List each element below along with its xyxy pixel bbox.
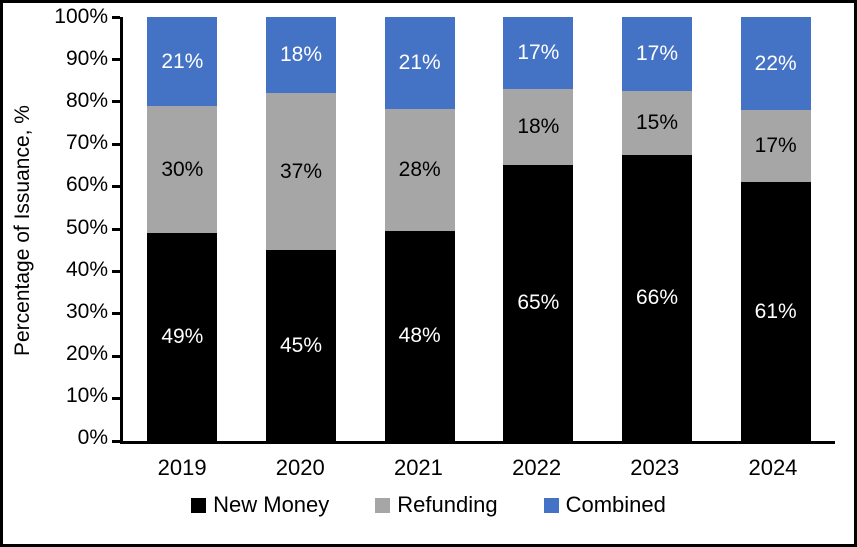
y-axis-tick [112,439,120,443]
data-label: 45% [279,333,322,357]
y-axis-tick-label: 50% [65,215,108,239]
legend-label: Refunding [397,492,498,517]
x-axis-label-2023: 2023 [630,455,680,480]
bar-slot-2024: 61% 17% 22% [716,17,835,441]
data-label: 37% [279,159,322,183]
stacked-bar-2019: 49% 30% 21% [147,17,218,441]
data-label: 18% [517,115,560,139]
x-axis-label-2024: 2024 [748,455,798,480]
legend-label: Combined [565,492,666,517]
segment-combined-2024: 22% [740,17,811,111]
legend: New Money Refunding Combined [3,492,854,518]
y-axis-tick [112,15,120,19]
legend-item-combined: Combined [543,492,666,518]
stacked-bar-2023: 66% 15% 17% [621,17,692,441]
y-axis-tick-label: 20% [65,341,108,365]
data-label: 21% [398,50,441,74]
y-axis-tick [112,269,120,273]
data-label: 28% [398,157,441,181]
segment-combined-2022: 17% [503,17,574,90]
y-axis-tick [112,57,120,61]
legend-swatch-icon [375,497,391,513]
data-label: 22% [754,51,797,75]
segment-combined-2019: 21% [147,17,218,107]
bar-slot-2021: 48% 28% 21% [360,17,479,441]
y-axis-tick [112,142,120,146]
x-axis-labels: 2019 2020 2021 2022 2023 2024 [123,455,832,481]
y-axis-tick-label: 90% [65,47,108,71]
segment-new-money-2022: 65% [503,165,574,441]
segment-combined-2023: 17% [621,17,692,91]
y-axis-tick-label: 60% [65,173,108,197]
segment-new-money-2023: 66% [621,155,692,441]
segment-refunding-2022: 18% [503,89,574,166]
data-label: 21% [161,49,204,73]
y-axis-tick-labels: 0% 10% 20% 30% 40% 50% 60% 70% 80% 90% 100% [3,5,108,449]
y-axis-tick-label: 70% [65,131,108,155]
segment-new-money-2024: 61% [740,182,811,441]
y-axis-tick-label: 100% [54,5,108,28]
y-axis-tick [112,354,120,358]
bar-slot-2020: 45% 37% 18% [242,17,361,441]
data-label: 65% [517,291,560,315]
segment-refunding-2024: 17% [740,110,811,183]
y-axis-tick-label: 30% [65,299,108,323]
bar-slot-2019: 49% 30% 21% [123,17,242,441]
stacked-bar-2021: 48% 28% 21% [384,17,455,441]
data-label: 49% [161,325,204,349]
x-axis-label-2022: 2022 [512,455,562,480]
segment-combined-2020: 18% [265,17,336,94]
data-label: 66% [635,286,678,310]
stacked-bar-2020: 45% 37% 18% [265,17,336,441]
data-label: 17% [635,41,678,65]
bar-slot-2022: 65% 18% 17% [479,17,598,441]
bar-slot-2023: 66% 15% 17% [598,17,717,441]
data-label: 18% [279,43,322,67]
y-axis-tick-label: 10% [65,383,108,407]
segment-refunding-2021: 28% [384,108,455,232]
x-axis-label-2021: 2021 [393,455,443,480]
data-label: 17% [517,41,560,65]
segment-new-money-2019: 49% [147,233,218,441]
data-label: 15% [635,111,678,134]
segment-refunding-2020: 37% [265,93,336,251]
segment-refunding-2019: 30% [147,106,218,234]
segment-refunding-2023: 15% [621,90,692,156]
legend-item-new-money: New Money [191,492,329,518]
segment-new-money-2020: 45% [265,250,336,441]
y-axis-tick-label: 40% [65,257,108,281]
plot-area: 49% 30% 21% 45% 37% 18% 48% 28% 21% 65% 18% 17% 66% 1… [112,15,835,444]
legend-swatch-icon [191,497,207,513]
y-axis-tick [112,227,120,231]
y-axis-tick [112,312,120,316]
legend-label: New Money [213,492,330,517]
stacked-bar-2022: 65% 18% 17% [503,17,574,441]
y-axis-tick [112,100,120,104]
stacked-bar-2024: 61% 17% 22% [740,17,811,441]
y-axis-tick-label: 80% [65,89,108,113]
segment-new-money-2021: 48% [384,231,455,441]
data-label: 30% [161,157,204,181]
data-label: 17% [754,134,797,158]
segment-combined-2021: 21% [384,17,455,109]
data-label: 48% [398,324,441,348]
x-axis-label-2020: 2020 [275,455,325,480]
legend-item-refunding: Refunding [375,492,498,518]
legend-swatch-icon [543,497,559,513]
y-axis-tick-label: 0% [77,426,108,449]
y-axis-tick [112,397,120,401]
data-label: 61% [754,299,797,323]
y-axis-tick [112,185,120,189]
x-axis-label-2019: 2019 [157,455,207,480]
